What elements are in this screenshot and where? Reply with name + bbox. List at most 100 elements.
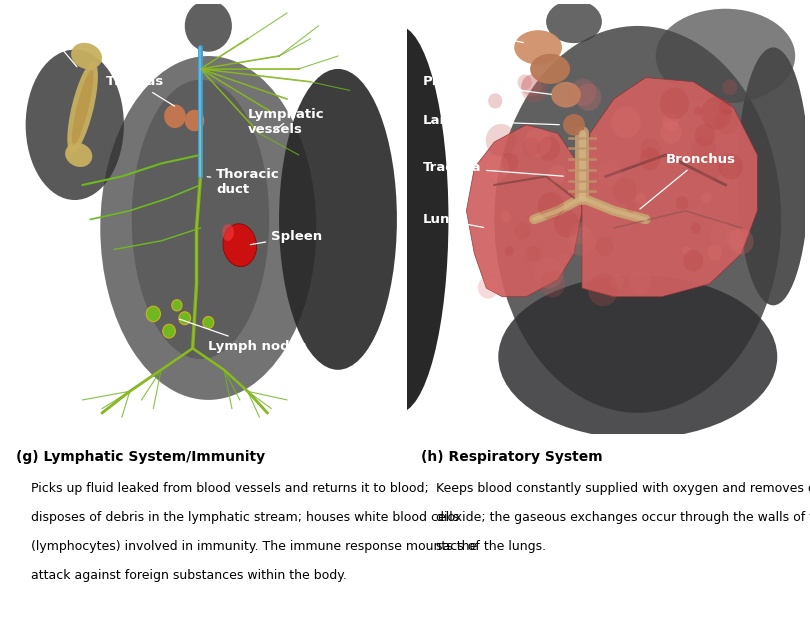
Circle shape	[163, 324, 175, 338]
Circle shape	[488, 93, 502, 108]
Text: Thymus: Thymus	[106, 75, 174, 106]
Text: Bronchus: Bronchus	[640, 153, 735, 209]
Circle shape	[641, 138, 661, 160]
Circle shape	[597, 160, 622, 187]
Circle shape	[535, 257, 564, 288]
Ellipse shape	[164, 105, 185, 128]
Ellipse shape	[223, 224, 257, 266]
Circle shape	[718, 100, 733, 115]
Circle shape	[522, 75, 542, 96]
Text: Pharynx: Pharynx	[423, 75, 552, 94]
Circle shape	[569, 222, 589, 245]
Circle shape	[576, 84, 601, 111]
Circle shape	[518, 75, 532, 90]
Ellipse shape	[737, 48, 809, 306]
Polygon shape	[467, 125, 582, 297]
Ellipse shape	[531, 54, 570, 84]
Text: Lung: Lung	[423, 213, 484, 228]
Text: Picks up fluid leaked from blood vessels and returns it to blood;: Picks up fluid leaked from blood vessels…	[32, 482, 429, 495]
Polygon shape	[582, 77, 757, 297]
Text: (h) Respiratory System: (h) Respiratory System	[421, 450, 603, 464]
Circle shape	[715, 160, 723, 169]
Ellipse shape	[546, 0, 602, 43]
Circle shape	[629, 271, 651, 295]
Circle shape	[676, 196, 688, 210]
Ellipse shape	[279, 69, 397, 370]
Ellipse shape	[349, 26, 449, 413]
Text: (g) Lymphatic System/Immunity: (g) Lymphatic System/Immunity	[16, 450, 265, 464]
Circle shape	[147, 306, 160, 321]
Text: Trachea: Trachea	[423, 161, 563, 176]
Text: dioxide; the gaseous exchanges occur through the walls of the air: dioxide; the gaseous exchanges occur thr…	[437, 511, 810, 524]
Circle shape	[538, 192, 564, 220]
Circle shape	[549, 165, 566, 183]
Circle shape	[501, 153, 518, 171]
Circle shape	[514, 222, 531, 240]
Ellipse shape	[563, 114, 585, 136]
Ellipse shape	[72, 70, 93, 145]
Ellipse shape	[551, 82, 581, 108]
Circle shape	[524, 128, 552, 157]
Ellipse shape	[494, 26, 781, 413]
Ellipse shape	[71, 42, 102, 69]
Circle shape	[566, 86, 582, 102]
Circle shape	[695, 124, 715, 146]
Circle shape	[626, 202, 636, 212]
Circle shape	[569, 227, 595, 256]
Circle shape	[718, 153, 743, 179]
Circle shape	[683, 250, 703, 271]
Circle shape	[540, 271, 565, 297]
Text: Larynx: Larynx	[423, 114, 559, 127]
Ellipse shape	[26, 49, 124, 200]
Circle shape	[701, 192, 712, 204]
Circle shape	[500, 211, 511, 223]
Circle shape	[486, 124, 516, 157]
Circle shape	[636, 193, 646, 204]
Circle shape	[554, 210, 580, 238]
Circle shape	[663, 113, 679, 131]
Text: Spleen: Spleen	[250, 230, 322, 245]
Circle shape	[505, 246, 514, 256]
Circle shape	[521, 74, 548, 103]
Ellipse shape	[67, 62, 98, 153]
Text: Keeps blood constantly supplied with oxygen and removes carbon: Keeps blood constantly supplied with oxy…	[437, 482, 810, 495]
Circle shape	[660, 120, 682, 144]
Circle shape	[179, 312, 190, 325]
Circle shape	[559, 253, 567, 262]
Ellipse shape	[185, 0, 232, 52]
Text: Nasal
cavity: Nasal cavity	[423, 13, 523, 42]
Ellipse shape	[65, 143, 92, 167]
Circle shape	[523, 138, 540, 156]
Circle shape	[526, 245, 541, 262]
Text: attack against foreign substances within the body.: attack against foreign substances within…	[32, 569, 347, 582]
Circle shape	[694, 107, 702, 115]
Text: sacs of the lungs.: sacs of the lungs.	[437, 540, 547, 553]
Circle shape	[730, 228, 753, 254]
Ellipse shape	[514, 30, 562, 65]
Circle shape	[708, 245, 723, 261]
Circle shape	[202, 316, 214, 328]
Ellipse shape	[222, 224, 234, 241]
Circle shape	[698, 152, 723, 179]
Text: disposes of debris in the lymphatic stream; houses white blood cells: disposes of debris in the lymphatic stre…	[32, 511, 460, 524]
Circle shape	[701, 97, 731, 129]
Circle shape	[612, 177, 637, 204]
Circle shape	[595, 236, 613, 256]
Text: Red bone
marrow: Red bone marrow	[12, 17, 83, 67]
Ellipse shape	[185, 110, 204, 131]
Text: Lymphatic
vessels: Lymphatic vessels	[248, 108, 324, 136]
Circle shape	[588, 273, 618, 306]
Text: (lymphocytes) involved in immunity. The immune response mounts the: (lymphocytes) involved in immunity. The …	[32, 540, 478, 553]
Circle shape	[691, 136, 716, 164]
Circle shape	[723, 79, 737, 95]
Ellipse shape	[498, 275, 778, 439]
Circle shape	[538, 136, 560, 160]
Circle shape	[640, 148, 660, 170]
Circle shape	[691, 223, 701, 234]
Ellipse shape	[132, 80, 269, 359]
Circle shape	[488, 265, 497, 275]
Text: Lymph nodes: Lymph nodes	[180, 319, 307, 353]
Circle shape	[715, 110, 739, 134]
Circle shape	[478, 276, 498, 299]
Ellipse shape	[656, 9, 795, 103]
